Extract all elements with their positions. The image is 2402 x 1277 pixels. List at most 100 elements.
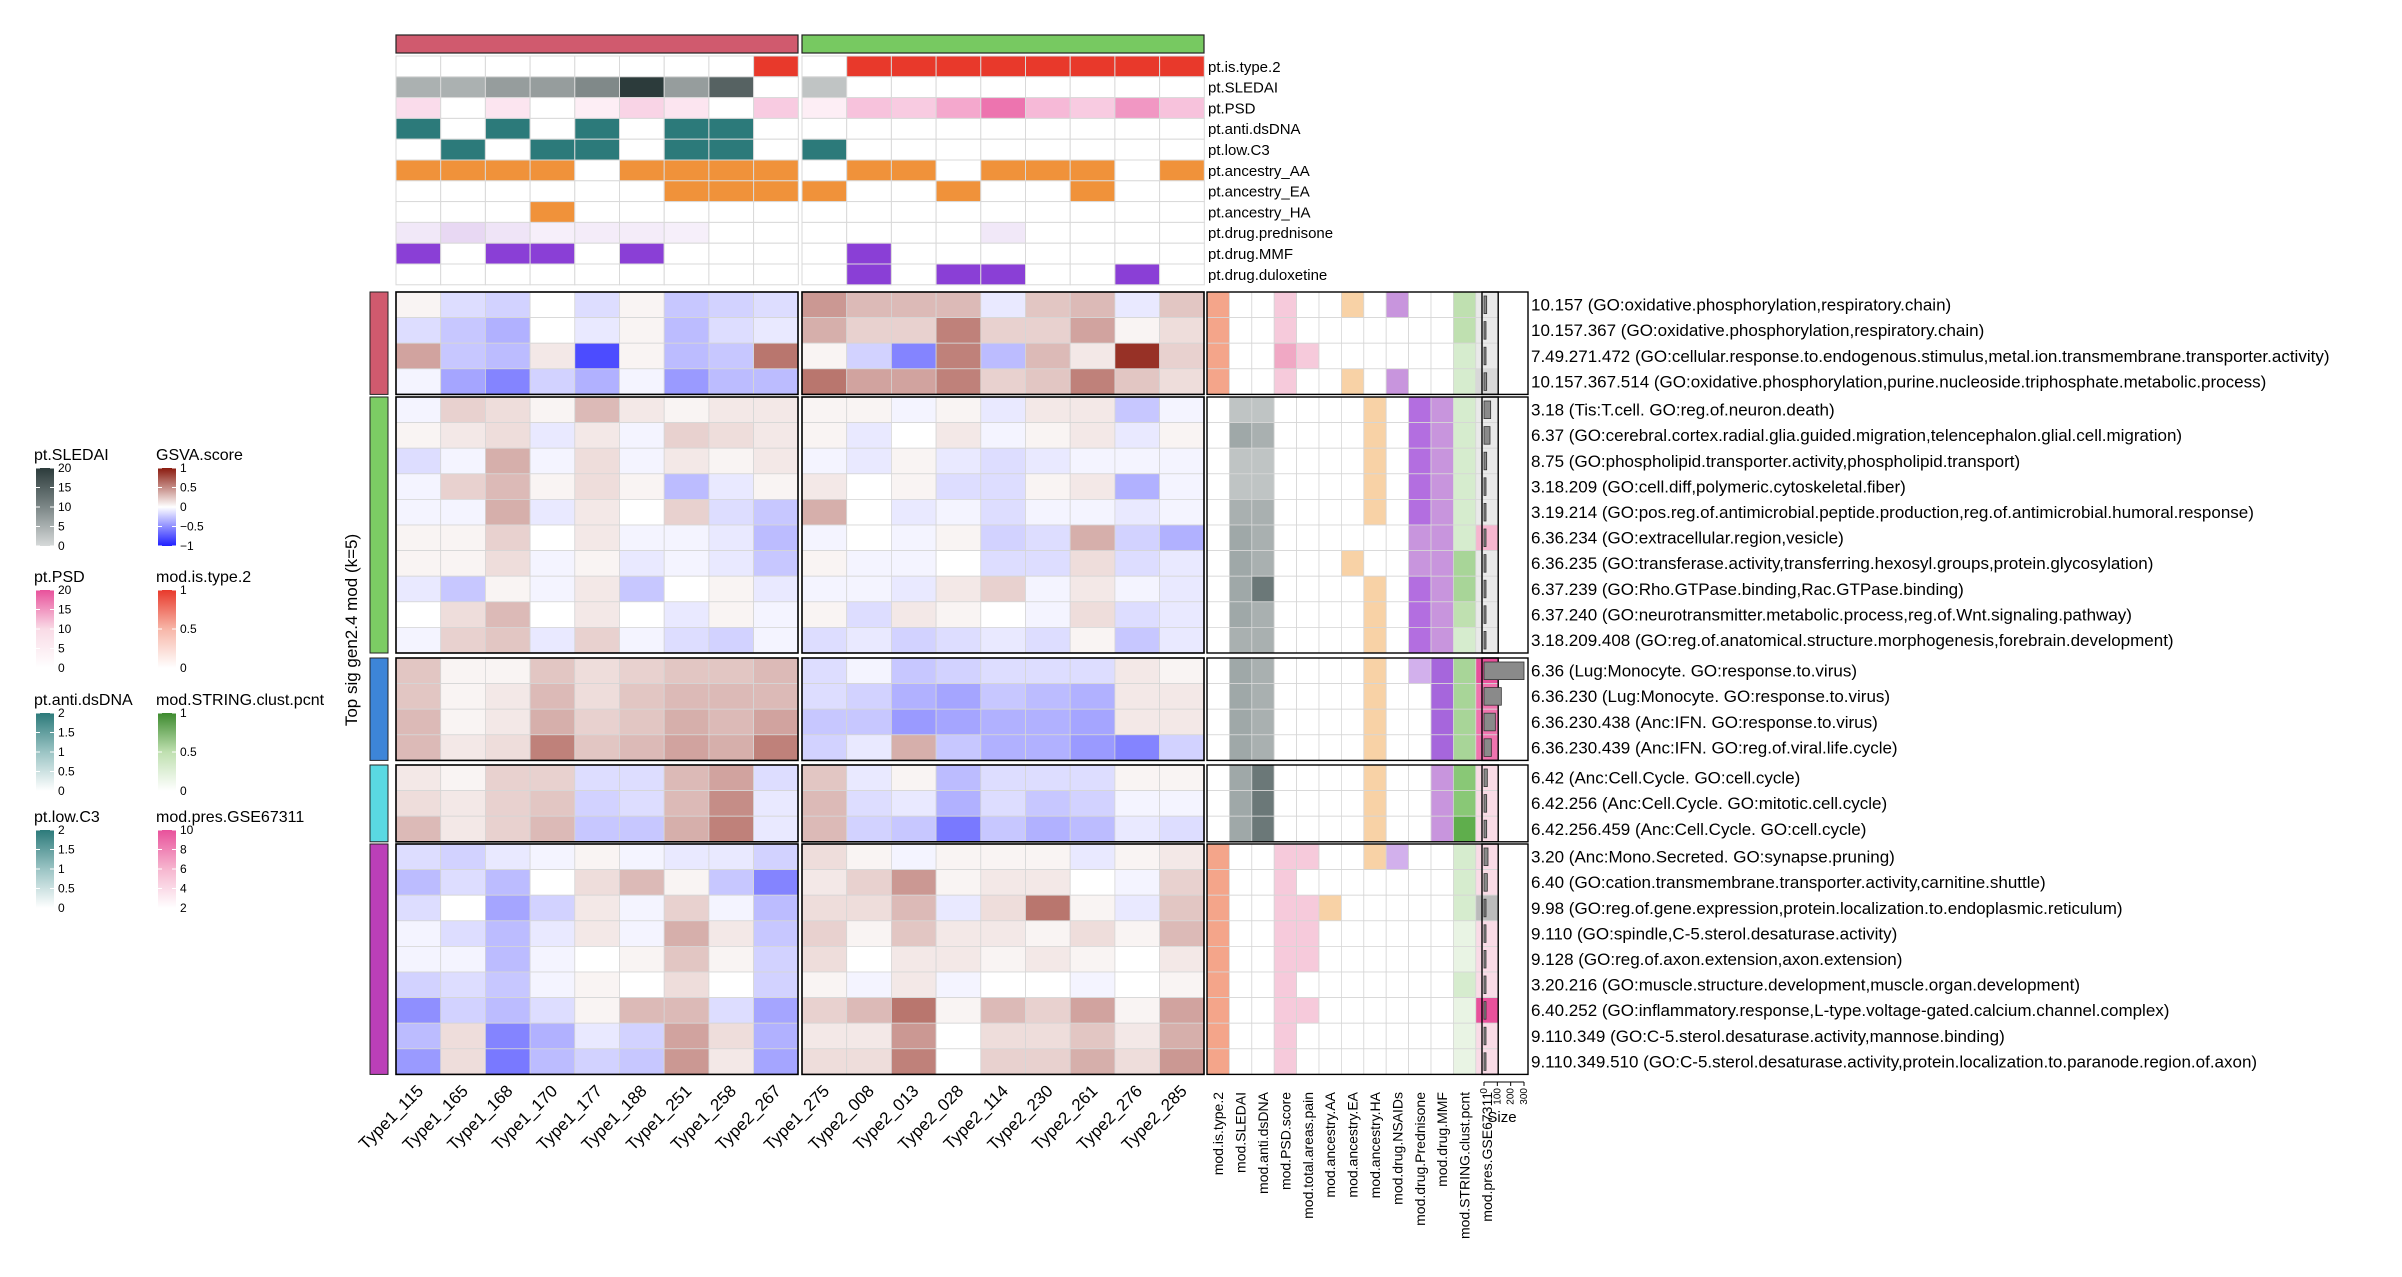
module-annotation-cell	[1341, 683, 1365, 710]
annotation-cell	[574, 201, 620, 223]
heatmap-cell	[891, 550, 937, 577]
annotation-cell	[663, 138, 710, 161]
heatmap-cell	[801, 550, 848, 577]
module-annotation-cell	[1363, 575, 1387, 603]
heatmap-cell	[663, 473, 710, 500]
heatmap-cell	[891, 368, 937, 395]
module-annotation-cell	[1475, 627, 1499, 654]
module-annotation-cell	[1408, 447, 1432, 475]
module-annotation-cell	[1341, 894, 1365, 922]
module-annotation-cell	[1385, 894, 1409, 922]
heatmap-cell	[846, 368, 892, 395]
heatmap-cell	[574, 291, 620, 319]
annotation-label: pt.anti.dsDNA	[1208, 121, 1301, 138]
annotation-cell	[1159, 221, 1205, 244]
module-annotation-cell	[1341, 368, 1365, 395]
heatmap-cell	[1159, 764, 1205, 792]
module-annotation-cell	[1318, 473, 1342, 500]
heatmap-cell	[395, 1048, 442, 1075]
heatmap-cell	[1114, 396, 1161, 424]
module-annotation-cell	[1251, 473, 1275, 500]
heatmap-cell	[395, 683, 442, 710]
annotation-cell	[440, 97, 486, 119]
module-annotation-cell	[1341, 946, 1365, 973]
heatmap-body	[369, 291, 1205, 1076]
heatmap-cell	[440, 368, 486, 395]
module-annotation-cell	[1385, 291, 1409, 319]
module-annotation-cell	[1318, 317, 1342, 344]
heatmap-cell	[708, 396, 755, 424]
annotation-cell	[890, 263, 937, 286]
annotation-cell	[574, 180, 620, 203]
annotation-cell	[1069, 117, 1116, 140]
module-annotation-cell	[1430, 815, 1454, 843]
heatmap-cell	[484, 396, 531, 424]
heatmap-cell	[1025, 422, 1071, 449]
heatmap-cell	[1114, 997, 1161, 1024]
legend-tick-label: 2	[180, 901, 187, 915]
legend-colorbar	[158, 590, 176, 668]
module-annotation-cell	[1318, 971, 1342, 999]
heatmap-block-border	[395, 764, 799, 843]
heatmap-cell	[484, 342, 531, 370]
legend-tick-label: 0.5	[58, 882, 75, 896]
annotation-cell	[980, 138, 1026, 161]
heatmap-cell	[395, 342, 442, 370]
module-annotation-cell	[1363, 524, 1387, 552]
module-annotation-cell	[1363, 894, 1387, 922]
heatmap-cell	[529, 764, 576, 792]
module-annotation-cell	[1408, 946, 1432, 973]
heatmap-cell	[1025, 971, 1071, 999]
module-annotation-cell	[1296, 342, 1320, 370]
heatmap-cell	[529, 342, 576, 370]
heatmap-cell	[1114, 708, 1161, 736]
heatmap-cell	[753, 843, 799, 871]
legend-colorbar	[158, 830, 176, 908]
heatmap-cell	[663, 524, 710, 552]
annotation-cell	[574, 117, 620, 140]
module-annotation-cell	[1385, 683, 1409, 710]
module-annotation-cell	[1296, 498, 1320, 526]
heatmap-cell	[1069, 946, 1116, 973]
heatmap-cell	[1114, 734, 1161, 761]
row-label: 3.18 (Tis:T.cell. GO:reg.of.neuron.death…	[1531, 401, 1835, 420]
heatmap-cell	[663, 657, 710, 685]
annotation-cell	[574, 76, 620, 99]
heatmap-cell	[1114, 422, 1161, 449]
module-annotation-cell	[1318, 997, 1342, 1024]
heatmap-block-border	[801, 764, 1205, 843]
annotation-cell	[935, 180, 982, 203]
heatmap-cell	[846, 734, 892, 761]
column-split-bars	[395, 34, 1205, 54]
heatmap-cell	[708, 317, 755, 344]
heatmap-cell	[846, 920, 892, 947]
module-annotation-cell	[1273, 997, 1297, 1024]
module-annotation-cell	[1363, 657, 1387, 685]
module-annotation-cell	[1385, 1048, 1409, 1075]
module-annotation-cell	[1453, 342, 1477, 370]
annotation-cell	[801, 242, 848, 265]
annotation-cell	[846, 117, 892, 140]
heatmap-block-border	[395, 291, 799, 396]
annotation-cell	[1114, 201, 1161, 223]
module-annotation-cell	[1296, 524, 1320, 552]
heatmap-cell	[753, 422, 799, 449]
module-annotation-cell	[1296, 422, 1320, 449]
heatmap-cell	[891, 524, 937, 552]
heatmap-cell	[484, 843, 531, 871]
annotation-cell	[1114, 117, 1161, 140]
legend-colorbar	[36, 713, 54, 791]
heatmap-cell	[1069, 683, 1116, 710]
heatmap-cell	[663, 291, 710, 319]
heatmap-cell	[484, 946, 531, 973]
annotation-cell	[1159, 159, 1205, 182]
module-annotation-cell	[1385, 317, 1409, 344]
module-annotation-cell	[1229, 843, 1253, 871]
annotation-cell	[753, 117, 799, 140]
heatmap-cell	[663, 946, 710, 973]
heatmap-cell	[891, 683, 937, 710]
annotation-cell	[484, 201, 531, 223]
module-annotation-cell	[1318, 524, 1342, 552]
heatmap-cell	[753, 997, 799, 1024]
module-annotation-cell	[1341, 317, 1365, 344]
